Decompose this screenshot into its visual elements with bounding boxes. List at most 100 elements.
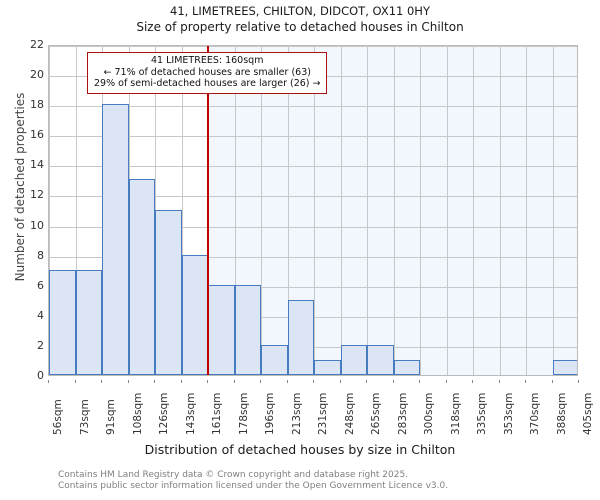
x-tick-mark	[154, 380, 155, 383]
x-tick-label: 178sqm	[237, 392, 250, 435]
annotation-callout: 41 LIMETREES: 160sqm ← 71% of detached h…	[87, 52, 328, 94]
y-tick-label: 10	[30, 218, 44, 232]
histogram-bar	[181, 254, 208, 375]
y-tick-label: 22	[30, 38, 44, 51]
larger-region-shading	[208, 46, 577, 375]
x-tick-label: 108sqm	[131, 392, 144, 435]
histogram-bar	[155, 209, 182, 375]
x-tick-mark	[180, 380, 182, 383]
x-tick-label: 56sqm	[52, 399, 64, 435]
y-tick-label: 12	[30, 188, 44, 202]
x-tick-mark	[207, 380, 208, 383]
gridline-vertical	[261, 46, 262, 375]
x-tick-mark	[525, 380, 526, 383]
histogram-bar	[552, 359, 577, 375]
gridline-vertical	[552, 46, 554, 375]
y-tick-label: 18	[30, 98, 44, 112]
annotation-line-3: 29% of semi-detached houses are larger (…	[94, 78, 321, 89]
x-tick-mark	[419, 380, 420, 383]
histogram-bar	[208, 284, 235, 375]
x-tick-mark	[392, 380, 394, 383]
gridline-horizontal	[49, 196, 577, 198]
gridline-vertical	[314, 46, 315, 375]
gridline-horizontal	[49, 166, 577, 168]
y-tick-label: 20	[30, 68, 44, 82]
gridline-vertical	[526, 46, 527, 375]
x-tick-mark	[313, 380, 314, 383]
gridline-vertical	[499, 46, 501, 375]
x-tick-mark	[74, 380, 76, 383]
gridline-vertical	[393, 46, 395, 375]
footer-line-1: Contains HM Land Registry data © Crown c…	[58, 470, 409, 480]
y-tick-label: 2	[37, 338, 44, 352]
chart-subtitle: Size of property relative to detached ho…	[136, 20, 464, 34]
x-tick-mark	[498, 380, 500, 383]
histogram-bar	[75, 269, 102, 375]
page-title: 41, LIMETREES, CHILTON, DIDCOT, OX11 0HY	[170, 4, 430, 18]
x-tick-label: 353sqm	[502, 392, 515, 435]
attribution-footer: Contains HM Land Registry data © Crown c…	[58, 470, 448, 491]
x-tick-mark	[445, 380, 447, 383]
histogram-bar	[102, 104, 129, 375]
x-tick-mark	[286, 380, 288, 383]
y-axis-label: Number of detached properties	[13, 92, 27, 282]
x-tick-label: 91sqm	[105, 399, 117, 435]
x-tick-mark	[127, 380, 129, 383]
histogram-bar	[314, 359, 341, 375]
x-tick-label: 213sqm	[290, 392, 303, 435]
histogram-bar	[287, 299, 314, 375]
x-tick-label: 143sqm	[184, 392, 197, 435]
histogram-bar	[340, 344, 367, 375]
x-tick-mark	[233, 380, 235, 383]
histogram-bar	[234, 284, 261, 375]
x-tick-mark	[366, 380, 367, 383]
x-tick-label: 283sqm	[396, 392, 409, 435]
gridline-horizontal	[49, 226, 577, 228]
x-tick-label: 318sqm	[449, 392, 462, 435]
gridline-vertical	[49, 46, 50, 375]
y-tick-label: 4	[37, 308, 44, 322]
y-tick-label: 6	[37, 278, 44, 292]
x-axis-label: Distribution of detached houses by size …	[144, 442, 456, 457]
x-tick-mark	[339, 380, 341, 383]
gridline-vertical	[287, 46, 289, 375]
x-tick-mark	[48, 380, 49, 383]
x-tick-label: 370sqm	[529, 392, 541, 435]
x-tick-label: 335sqm	[476, 392, 488, 435]
plot-area	[48, 45, 578, 376]
gridline-vertical	[446, 46, 448, 375]
property-size-marker-line	[207, 46, 209, 375]
histogram-bar	[367, 344, 394, 375]
x-tick-mark	[578, 380, 579, 383]
x-tick-label: 161sqm	[211, 392, 223, 435]
gridline-horizontal	[49, 46, 577, 47]
gridline-horizontal	[49, 136, 577, 138]
x-tick-label: 300sqm	[423, 392, 435, 435]
gridline-vertical	[340, 46, 342, 375]
y-tick-label: 14	[30, 158, 44, 172]
y-tick-label: 8	[37, 248, 44, 262]
footer-line-2: Contains public sector information licen…	[58, 480, 449, 491]
x-tick-mark	[472, 380, 473, 383]
histogram-bar	[128, 179, 155, 375]
x-tick-label: 126sqm	[158, 392, 170, 435]
y-tick-label: 0	[37, 369, 44, 382]
x-tick-label: 405sqm	[582, 392, 594, 435]
x-tick-label: 73sqm	[78, 399, 91, 435]
x-tick-label: 265sqm	[370, 392, 382, 435]
x-tick-label: 248sqm	[343, 392, 356, 435]
gridline-vertical	[234, 46, 236, 375]
x-tick-label: 388sqm	[555, 392, 568, 435]
histogram-bar	[261, 344, 288, 375]
annotation-line-2: ← 71% of detached houses are smaller (63…	[103, 66, 311, 78]
gridline-vertical	[473, 46, 474, 375]
gridline-vertical	[75, 46, 77, 375]
x-tick-mark	[260, 380, 261, 383]
gridline-vertical	[181, 46, 183, 375]
y-tick-label: 16	[30, 128, 44, 142]
x-tick-mark	[101, 380, 102, 383]
gridline-horizontal	[49, 106, 577, 108]
x-axis-ticks: 56sqm 73sqm 91sqm 108sqm 126sqm 143sqm 161sqm 1…	[48, 380, 594, 438]
x-tick-mark	[551, 380, 553, 383]
gridline-vertical	[367, 46, 368, 375]
